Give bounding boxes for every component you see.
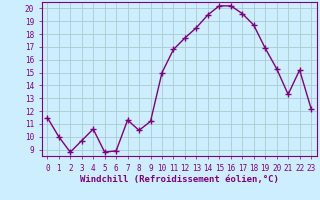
X-axis label: Windchill (Refroidissement éolien,°C): Windchill (Refroidissement éolien,°C) xyxy=(80,175,279,184)
